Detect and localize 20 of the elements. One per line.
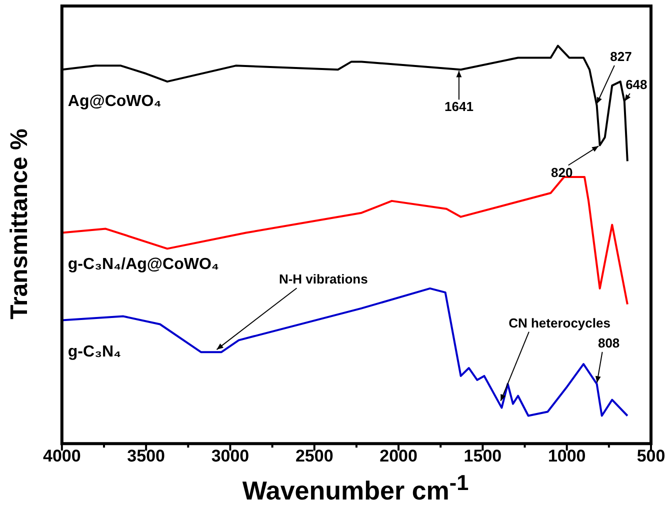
annotation: 1641 bbox=[444, 99, 474, 114]
x-tick-label: 2500 bbox=[295, 446, 334, 466]
annotation: CN heterocycles bbox=[508, 315, 610, 330]
x-tick-label: 1500 bbox=[464, 446, 502, 466]
y-axis-title: Transmittance % bbox=[6, 128, 34, 322]
x-tick-label: 3000 bbox=[211, 446, 250, 466]
annotation: 820 bbox=[550, 164, 573, 180]
annotation: N-H vibrations bbox=[278, 272, 368, 287]
x-tick-label: 3500 bbox=[127, 446, 165, 466]
series-label: g-C₃N₄ bbox=[68, 344, 122, 361]
series-label: Ag@CoWO₄ bbox=[68, 93, 162, 110]
x-axis-title: Wavenumber cm$^{-1}$ bbox=[241, 470, 470, 507]
annotation: 648 bbox=[626, 77, 648, 92]
x-tick-label: 500 bbox=[636, 446, 666, 466]
x-tick-label: 4000 bbox=[42, 446, 81, 466]
annotation: 808 bbox=[598, 336, 620, 351]
x-tick-label: 1000 bbox=[548, 446, 586, 466]
annotation: 827 bbox=[610, 49, 632, 64]
series-label: g-C₃N₄/Ag@CoWO₄ bbox=[68, 256, 220, 274]
x-tick-label: 2000 bbox=[380, 446, 418, 466]
